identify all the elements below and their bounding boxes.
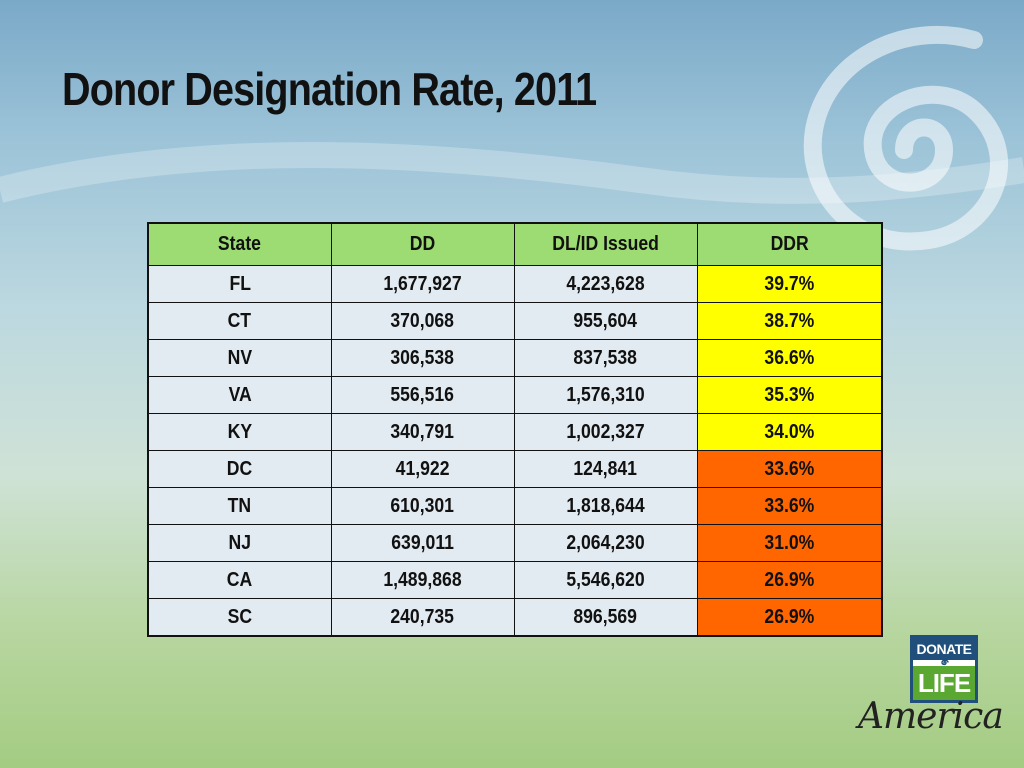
- cell-dlid: 2,064,230: [513, 524, 698, 562]
- cell-ddr: 33.6%: [696, 450, 883, 488]
- logo-swirl-icon: [941, 659, 949, 666]
- table-row: NV 306,538 837,538 36.6%: [147, 339, 883, 377]
- cell-dlid: 837,538: [513, 339, 698, 377]
- cell-dlid: 124,841: [513, 450, 698, 488]
- cell-dd: 639,011: [330, 524, 515, 562]
- cell-dd: 556,516: [330, 376, 515, 414]
- cell-state: NJ: [147, 524, 332, 562]
- table-row: NJ 639,011 2,064,230 31.0%: [147, 524, 883, 562]
- cell-state: FL: [147, 265, 332, 303]
- cell-dd: 306,538: [330, 339, 515, 377]
- header-ddr: DDR: [696, 222, 883, 266]
- cell-ddr: 33.6%: [696, 487, 883, 525]
- donate-life-america-logo: DONATE LIFE America: [858, 632, 1008, 744]
- cell-dlid: 1,002,327: [513, 413, 698, 451]
- cell-state: VA: [147, 376, 332, 414]
- cell-dlid: 5,546,620: [513, 561, 698, 599]
- cell-dd: 610,301: [330, 487, 515, 525]
- cell-dlid: 1,818,644: [513, 487, 698, 525]
- cell-state: DC: [147, 450, 332, 488]
- donor-designation-table: State DD DL/ID Issued DDR FL 1,677,927 4…: [147, 222, 883, 637]
- logo-life-text: LIFE: [913, 666, 975, 700]
- cell-dlid: 955,604: [513, 302, 698, 340]
- table-row: CA 1,489,868 5,546,620 26.9%: [147, 561, 883, 599]
- cell-ddr: 26.9%: [696, 561, 883, 599]
- cell-ddr: 31.0%: [696, 524, 883, 562]
- table-row: VA 556,516 1,576,310 35.3%: [147, 376, 883, 414]
- cell-dd: 1,677,927: [330, 265, 515, 303]
- slide-title: Donor Designation Rate, 2011: [62, 63, 597, 115]
- logo-donate-text: DONATE: [913, 638, 975, 660]
- table-header-row: State DD DL/ID Issued DDR: [147, 222, 883, 266]
- cell-ddr: 26.9%: [696, 598, 883, 637]
- cell-state: KY: [147, 413, 332, 451]
- cell-ddr: 36.6%: [696, 339, 883, 377]
- table-row: CT 370,068 955,604 38.7%: [147, 302, 883, 340]
- table-row: DC 41,922 124,841 33.6%: [147, 450, 883, 488]
- logo-box: DONATE LIFE: [910, 635, 978, 703]
- logo-america-text: America: [858, 696, 1004, 737]
- cell-dd: 41,922: [330, 450, 515, 488]
- cell-dlid: 896,569: [513, 598, 698, 637]
- cell-state: CT: [147, 302, 332, 340]
- cell-ddr: 38.7%: [696, 302, 883, 340]
- cell-dlid: 1,576,310: [513, 376, 698, 414]
- cell-state: TN: [147, 487, 332, 525]
- header-dlid-issued: DL/ID Issued: [513, 222, 698, 266]
- donor-table-container: State DD DL/ID Issued DDR FL 1,677,927 4…: [147, 222, 883, 637]
- cell-dlid: 4,223,628: [513, 265, 698, 303]
- cell-ddr: 34.0%: [696, 413, 883, 451]
- cell-state: SC: [147, 598, 332, 637]
- table-row: FL 1,677,927 4,223,628 39.7%: [147, 265, 883, 303]
- cell-ddr: 39.7%: [696, 265, 883, 303]
- header-state: State: [147, 222, 332, 266]
- cell-state: CA: [147, 561, 332, 599]
- cell-state: NV: [147, 339, 332, 377]
- header-dd: DD: [330, 222, 515, 266]
- cell-ddr: 35.3%: [696, 376, 883, 414]
- cell-dd: 340,791: [330, 413, 515, 451]
- cell-dd: 1,489,868: [330, 561, 515, 599]
- table-row: KY 340,791 1,002,327 34.0%: [147, 413, 883, 451]
- table-row: TN 610,301 1,818,644 33.6%: [147, 487, 883, 525]
- cell-dd: 370,068: [330, 302, 515, 340]
- table-row: SC 240,735 896,569 26.9%: [147, 598, 883, 637]
- cell-dd: 240,735: [330, 598, 515, 637]
